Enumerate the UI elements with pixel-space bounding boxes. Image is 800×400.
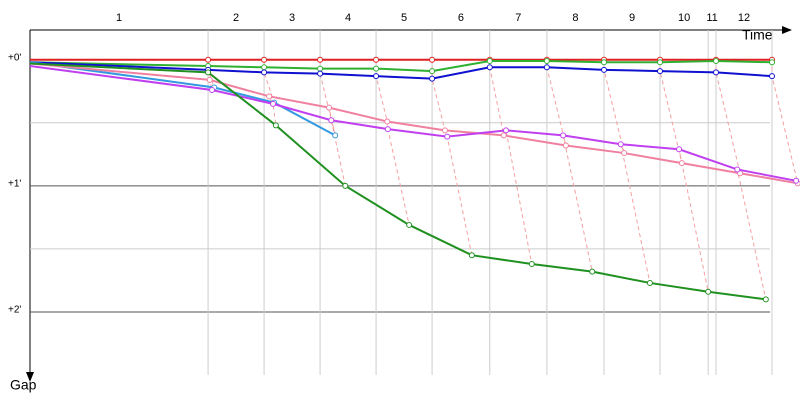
point: [468, 252, 475, 259]
lap-label: 5: [401, 12, 407, 24]
lap-label: 8: [572, 12, 578, 24]
point: [678, 160, 685, 167]
lap-connector: [603, 59, 651, 284]
point: [769, 59, 775, 66]
point: [589, 268, 596, 275]
point: [206, 76, 213, 83]
point: [270, 100, 277, 107]
point: [209, 87, 215, 94]
point: [444, 133, 451, 140]
point: [317, 70, 324, 77]
lap-connector: [715, 59, 767, 300]
point: [560, 132, 567, 139]
lap-label: 10: [678, 12, 690, 24]
point: [705, 288, 712, 295]
point: [205, 69, 212, 76]
lap-connector: [375, 59, 410, 226]
point: [205, 56, 212, 63]
point: [441, 127, 448, 134]
point: [384, 118, 391, 125]
series-line: [29, 61, 336, 137]
y-tick-label: +1': [8, 178, 21, 189]
point: [657, 59, 663, 66]
point: [429, 56, 436, 63]
point: [373, 73, 380, 80]
point: [793, 177, 800, 184]
point: [261, 56, 268, 63]
lap-label: 3: [289, 12, 295, 24]
point: [713, 69, 719, 76]
lap-connector: [489, 59, 533, 265]
lap-label: 4: [345, 12, 351, 24]
point: [617, 141, 624, 148]
point: [486, 64, 493, 71]
y-tick-label: +0': [8, 52, 21, 63]
point: [713, 58, 719, 65]
x-axis-label: Time: [742, 27, 773, 43]
x-axis-arrow: [782, 26, 792, 34]
lap-label: 11: [706, 12, 717, 24]
point: [500, 132, 507, 139]
point: [528, 261, 535, 268]
point: [332, 132, 339, 139]
series-line: [29, 62, 766, 301]
point: [486, 58, 493, 65]
point: [373, 56, 380, 63]
series-line: [29, 60, 773, 73]
point: [676, 146, 683, 153]
point: [384, 126, 391, 133]
lap-connector: [659, 59, 709, 292]
point: [657, 68, 663, 75]
point: [317, 65, 324, 72]
lap-label: 12: [738, 12, 750, 24]
point: [406, 221, 413, 228]
lap-connector: [546, 59, 593, 272]
point: [601, 66, 607, 73]
point: [373, 65, 380, 72]
lap-label: 2: [233, 12, 239, 24]
series-line: [29, 65, 797, 182]
point: [261, 64, 268, 71]
lap-label: 6: [458, 12, 464, 24]
y-tick-label: +2': [8, 305, 21, 316]
lap-connector: [431, 59, 473, 256]
point: [601, 59, 607, 66]
point: [261, 69, 268, 76]
y-axis-label: Gap: [10, 377, 37, 393]
point: [734, 166, 741, 173]
lap-label: 7: [515, 12, 521, 24]
y-axis-arrow: [26, 372, 34, 382]
point: [543, 64, 550, 71]
point: [266, 93, 273, 100]
point: [429, 68, 436, 75]
point: [342, 182, 349, 189]
point: [543, 58, 550, 65]
lap-label: 1: [116, 12, 122, 24]
point: [272, 122, 279, 129]
point: [326, 104, 333, 111]
point: [646, 279, 653, 286]
point: [429, 75, 436, 82]
series-line: [29, 61, 773, 80]
point: [317, 56, 324, 63]
point: [562, 142, 569, 149]
lap-label: 9: [629, 12, 635, 24]
point: [762, 296, 769, 303]
point: [328, 117, 335, 124]
point: [503, 127, 509, 134]
point: [769, 73, 775, 80]
point: [621, 150, 628, 157]
lap-connector: [771, 59, 799, 184]
